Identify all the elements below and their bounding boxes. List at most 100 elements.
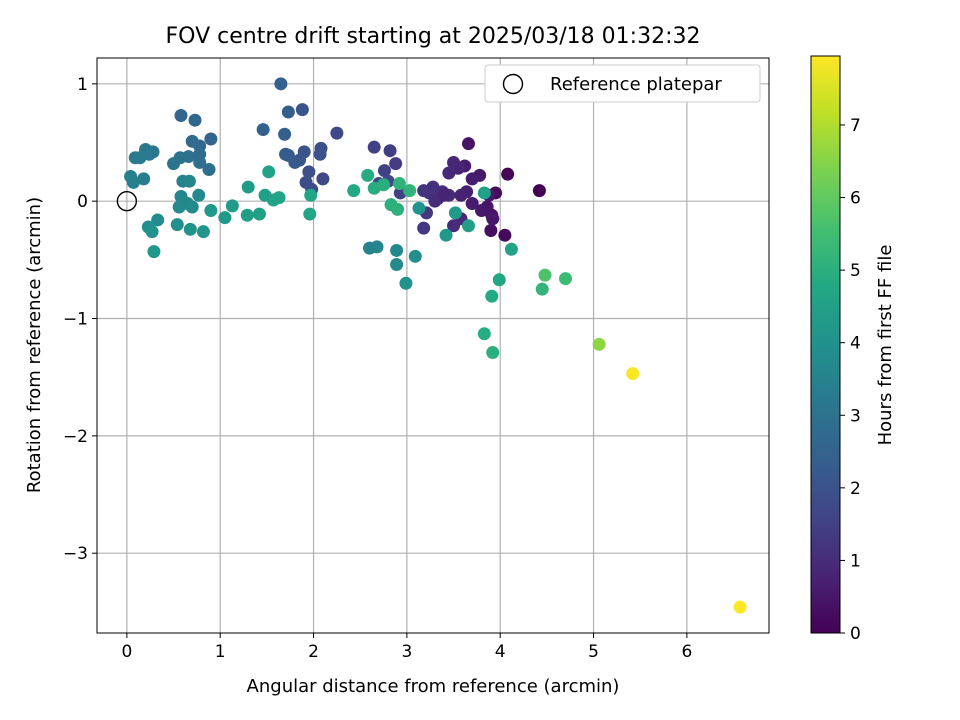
- x-tick-label: 0: [121, 642, 132, 662]
- y-tick-label: −3: [63, 544, 88, 564]
- data-point: [167, 157, 181, 171]
- data-point: [465, 197, 479, 211]
- data-point: [225, 199, 239, 213]
- data-point: [377, 164, 391, 178]
- data-point: [316, 172, 330, 186]
- data-point: [532, 184, 546, 198]
- data-point: [145, 225, 159, 239]
- data-point: [303, 207, 317, 221]
- data-point: [262, 165, 276, 179]
- data-point: [399, 276, 413, 290]
- data-point: [461, 137, 475, 151]
- data-point: [256, 123, 270, 137]
- data-point: [626, 367, 640, 381]
- colorbar-label: Hours from first FF file: [875, 245, 896, 446]
- data-point: [428, 194, 442, 208]
- y-tick-label: 1: [77, 75, 88, 95]
- data-point: [442, 166, 456, 180]
- colorbar-tick-label: 0: [850, 624, 861, 644]
- grid: [97, 58, 769, 633]
- data-point: [193, 155, 207, 169]
- legend-marker-reference: [502, 73, 524, 95]
- colorbar-tick-label: 1: [850, 551, 861, 571]
- data-point: [461, 219, 475, 233]
- data-point: [240, 208, 254, 222]
- data-point: [367, 140, 381, 154]
- data-point: [126, 175, 140, 189]
- data-point: [151, 213, 165, 227]
- data-point: [447, 155, 461, 169]
- y-tick-label: 0: [77, 192, 88, 212]
- data-point: [252, 207, 266, 221]
- data-point: [389, 157, 403, 171]
- plot-border: [96, 57, 770, 634]
- data-point: [188, 113, 202, 127]
- data-point: [313, 147, 327, 161]
- colorbar-tick-label: 7: [850, 116, 861, 136]
- x-tick-label: 3: [401, 642, 412, 662]
- data-point: [417, 184, 431, 198]
- data-point: [417, 221, 431, 235]
- data-point: [447, 219, 461, 233]
- data-point: [391, 202, 405, 216]
- colorbar-tick-label: 5: [850, 261, 861, 281]
- data-point: [182, 174, 196, 188]
- data-point: [278, 127, 292, 141]
- data-point: [475, 204, 489, 218]
- data-point: [477, 327, 491, 341]
- data-point: [448, 206, 462, 220]
- plot-frame: [97, 58, 769, 633]
- data-point: [538, 268, 552, 282]
- colorbar-tick-label: 2: [850, 479, 861, 499]
- plot-area: 0 1 2 3 4 5 6 1 0 −1 −2 −3: [63, 57, 770, 662]
- data-point: [377, 178, 391, 192]
- data-point: [403, 184, 417, 198]
- data-point: [172, 200, 186, 214]
- x-axis-label: Angular distance from reference (arcmin): [247, 676, 620, 697]
- data-point: [492, 273, 506, 287]
- data-point: [392, 177, 406, 191]
- data-point: [170, 218, 184, 232]
- data-point: [437, 188, 451, 202]
- data-point: [370, 240, 384, 254]
- data-point: [486, 212, 500, 226]
- y-tick-label: −1: [63, 310, 88, 330]
- data-point: [204, 204, 218, 218]
- axis-ticks: 0 1 2 3 4 5 6 1 0 −1 −2 −3: [63, 75, 692, 662]
- data-point: [183, 222, 197, 236]
- data-point: [485, 289, 499, 303]
- data-point: [192, 188, 206, 202]
- data-point: [147, 245, 161, 259]
- colorbar-tick-label: 6: [850, 189, 861, 209]
- data-point: [204, 132, 218, 146]
- colorbar: 0 1 2 3 4 5 6 7 Hours from first FF file: [810, 55, 896, 644]
- y-axis-label: Rotation from reference (arcmin): [24, 197, 45, 493]
- data-point: [733, 600, 747, 614]
- data-point: [347, 184, 361, 198]
- data-point: [272, 191, 286, 205]
- data-point: [484, 224, 498, 237]
- data-point: [535, 282, 549, 296]
- chart-title: FOV centre drift starting at 2025/03/18 …: [166, 24, 701, 49]
- data-point: [185, 134, 199, 148]
- colorbar-tick-label: 3: [850, 406, 861, 426]
- data-point: [361, 168, 375, 182]
- data-point: [281, 105, 295, 119]
- x-tick-label: 5: [588, 642, 599, 662]
- data-point: [559, 272, 573, 286]
- data-point: [383, 144, 397, 158]
- data-point: [501, 167, 515, 181]
- data-point: [304, 188, 318, 202]
- data-point: [412, 201, 426, 215]
- x-tick-label: 4: [495, 642, 506, 662]
- data-point: [408, 249, 422, 263]
- data-point: [218, 211, 232, 225]
- data-point: [185, 200, 199, 214]
- data-point: [137, 172, 151, 186]
- data-point: [279, 147, 293, 161]
- reference-platepar-marker: [116, 190, 138, 212]
- data-point: [330, 126, 344, 140]
- data-point: [477, 186, 491, 200]
- colorbar-gradient: [810, 55, 841, 634]
- data-point: [274, 77, 288, 91]
